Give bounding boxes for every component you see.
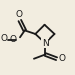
Text: O: O [16,10,23,19]
Text: O: O [58,54,65,63]
Text: O: O [0,34,7,43]
Text: N: N [42,39,49,48]
Text: O: O [10,35,17,44]
